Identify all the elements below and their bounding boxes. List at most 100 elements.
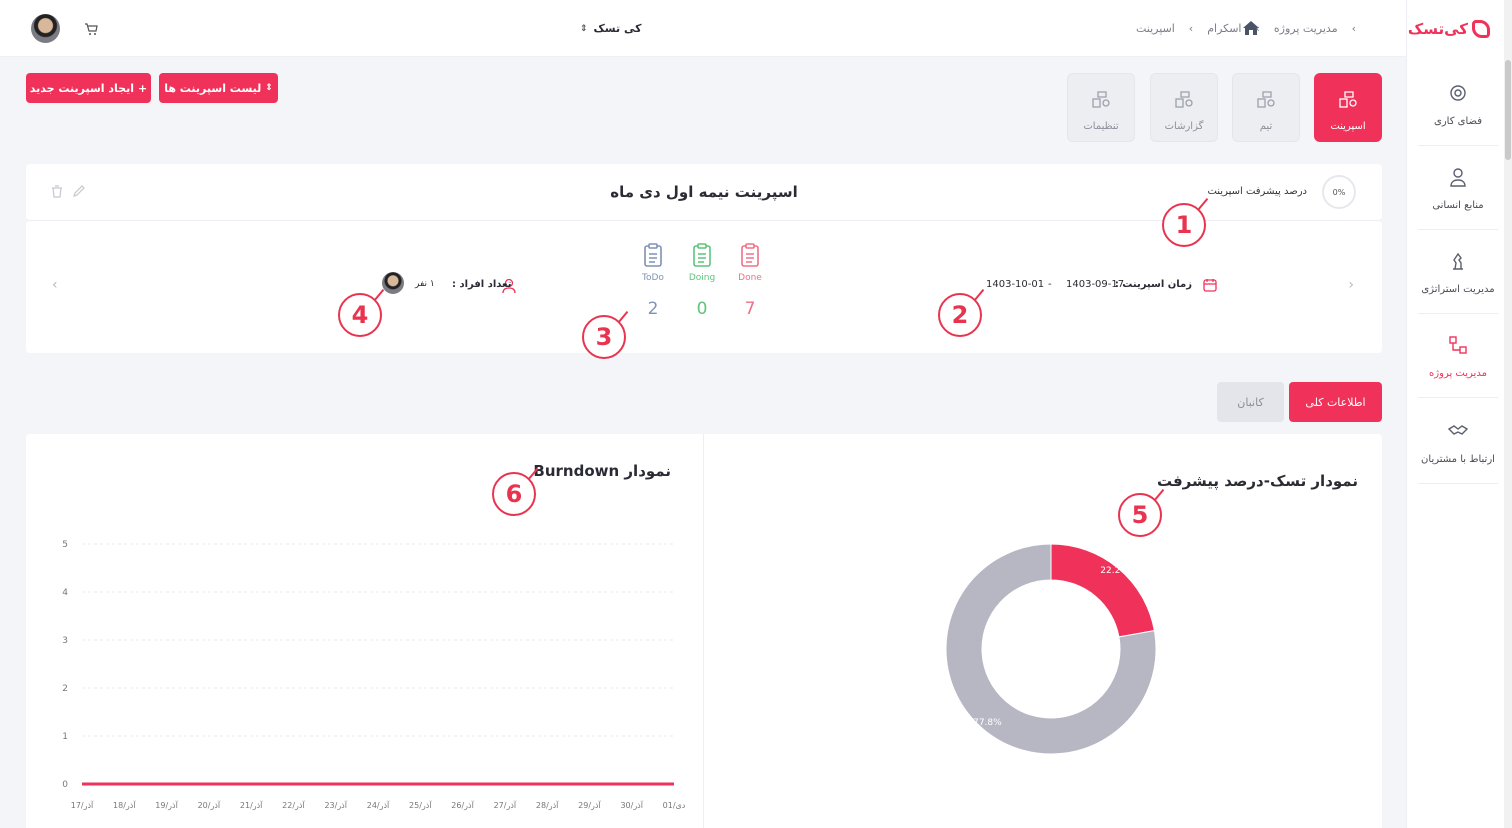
sidebar-item-strategy[interactable]: مدیریت استراتژی xyxy=(1418,250,1498,314)
logo-text: کی‌تسک xyxy=(1407,20,1468,38)
stat-done-value: 7 xyxy=(744,299,756,319)
y-tick-label: 3 xyxy=(62,636,68,646)
members-label: تعداد افراد : xyxy=(452,279,512,290)
x-tick-label: آذر/17 xyxy=(71,800,94,810)
clipboard-icon xyxy=(693,243,711,267)
workspace-select[interactable]: کی تسک ⇕ xyxy=(580,22,642,35)
x-tick-label: آذر/21 xyxy=(240,800,263,810)
charts-divider xyxy=(703,434,704,828)
app-logo[interactable]: کی‌تسک xyxy=(1408,20,1490,38)
clipboard-icon xyxy=(741,243,759,267)
stat-done-label: Done xyxy=(738,273,762,283)
reports-icon xyxy=(1175,91,1193,108)
stat-todo: ToDo 2 xyxy=(633,243,673,319)
x-tick-label: آذر/29 xyxy=(578,800,601,810)
charts-panel: نمودار تسک-درصد پیشرفت نمودار Burndown 2… xyxy=(26,434,1382,828)
y-tick-label: 1 xyxy=(62,732,68,742)
edit-icon[interactable] xyxy=(72,184,86,198)
tile-team[interactable]: تیم xyxy=(1232,73,1300,142)
top-bar: کی تسک ⇕ › مدیریت پروژه › اسکرام › اسپری… xyxy=(0,0,1406,57)
annotation-marker-4: 4 xyxy=(338,293,382,337)
sprint-progress-label: درصد پیشرفت اسپرینت xyxy=(1207,186,1307,197)
new-sprint-label: ایجاد اسپرینت جدید xyxy=(29,81,134,95)
x-tick-label: آذر/23 xyxy=(324,800,347,810)
chevron-left-icon: › xyxy=(1351,22,1356,35)
cart-icon[interactable] xyxy=(84,22,98,36)
sprint-list-button[interactable]: ⇕ لیست اسپرینت ها xyxy=(159,73,278,103)
project-icon xyxy=(1449,336,1467,354)
sprint-progress-value: 0% xyxy=(1332,187,1346,197)
scrollbar[interactable] xyxy=(1504,0,1512,828)
new-sprint-button[interactable]: + ایجاد اسپرینت جدید xyxy=(26,73,151,103)
settings-icon xyxy=(1092,91,1110,108)
chevron-right-icon[interactable]: › xyxy=(1348,277,1354,293)
chevron-left-icon: › xyxy=(1188,22,1194,35)
annotation-marker-1: 1 xyxy=(1162,203,1206,247)
user-icon xyxy=(1450,168,1466,187)
x-tick-label: آذر/24 xyxy=(367,800,390,810)
tab-general-info[interactable]: اطلاعات کلی xyxy=(1289,382,1382,422)
members-count: ۱ نفر xyxy=(415,279,435,289)
x-tick-label: آذر/18 xyxy=(113,800,136,810)
pie-chart: 22.2% 77.8% xyxy=(945,543,1157,755)
annotation-marker-3: 3 xyxy=(582,315,626,359)
burndown-chart: 0 1 2 3 4 5 آذر/17 آذر/18 آذر/19 آذر/20 آذر/21 آذر/… xyxy=(62,540,686,810)
pie-slice-label: 77.8% xyxy=(973,718,1002,728)
stat-todo-label: ToDo xyxy=(642,273,664,283)
x-tick-label: آذر/26 xyxy=(451,800,474,810)
stat-todo-value: 2 xyxy=(647,299,659,319)
tile-sprint[interactable]: اسپرینت xyxy=(1314,73,1382,142)
stat-doing-value: 0 xyxy=(696,299,708,319)
logo-mark-icon xyxy=(1472,20,1490,38)
home-icon[interactable] xyxy=(1242,20,1260,36)
breadcrumb-item-scrum[interactable]: اسکرام xyxy=(1207,22,1242,35)
sidebar-item-crm[interactable]: ارتباط با مشتریان xyxy=(1418,420,1498,484)
sidebar: کی‌تسک فضای کاری منابع انسانی مدیریت است… xyxy=(1406,0,1512,828)
pie-slice[interactable] xyxy=(1050,543,1155,638)
breadcrumb-item-project[interactable]: مدیریت پروژه xyxy=(1273,22,1338,35)
sprint-list-label: لیست اسپرینت ها xyxy=(164,81,262,95)
sprint-time-label: زمان اسپرینت : xyxy=(1114,279,1192,290)
sidebar-item-hr[interactable]: منابع انسانی xyxy=(1418,166,1498,230)
x-tick-label: آذر/30 xyxy=(620,800,643,810)
sprint-icon xyxy=(1339,91,1357,108)
x-tick-label: آذر/20 xyxy=(198,800,221,810)
sprint-progress-circle: 0% xyxy=(1322,175,1356,209)
tab-kanban[interactable]: کانبان xyxy=(1217,382,1284,422)
stat-doing: Doing 0 xyxy=(682,243,722,319)
y-tick-label: 2 xyxy=(62,684,68,694)
tile-label: تیم xyxy=(1259,121,1273,132)
burndown-chart-title: نمودار Burndown xyxy=(533,462,671,480)
sprint-title: اسپرینت نیمه اول دی ماه xyxy=(610,183,798,201)
x-tick-label: آذر/19 xyxy=(155,800,178,810)
scrollbar-thumb[interactable] xyxy=(1505,60,1511,160)
chevron-left-icon[interactable]: ‹ xyxy=(52,277,58,293)
sidebar-item-project[interactable]: مدیریت پروژه xyxy=(1418,334,1498,398)
y-tick-label: 5 xyxy=(62,540,68,550)
breadcrumb-item-sprint[interactable]: اسپرینت xyxy=(1135,22,1175,35)
stat-done: Done 7 xyxy=(730,243,770,319)
x-tick-label: آذر/28 xyxy=(536,800,559,810)
x-tick-label: آذر/22 xyxy=(282,800,305,810)
pie-slice[interactable] xyxy=(945,543,1157,755)
tile-label: تنظیمات xyxy=(1083,121,1119,132)
annotation-marker-5: 5 xyxy=(1118,493,1162,537)
member-avatar[interactable] xyxy=(382,272,404,294)
strategy-icon xyxy=(1453,252,1463,270)
pie-slice-label: 22.2% xyxy=(1100,566,1129,576)
sidebar-item-workspace[interactable]: فضای کاری xyxy=(1418,82,1498,146)
sidebar-item-label: مدیریت پروژه xyxy=(1429,368,1487,379)
tile-settings[interactable]: تنظیمات xyxy=(1067,73,1135,142)
sprint-header: 0% درصد پیشرفت اسپرینت اسپرینت نیمه اول … xyxy=(26,164,1382,221)
clipboard-icon xyxy=(644,243,662,267)
tile-reports[interactable]: گزارشات xyxy=(1150,73,1218,142)
sidebar-item-label: مدیریت استراتژی xyxy=(1421,284,1495,295)
tile-label: گزارشات xyxy=(1164,121,1204,132)
user-avatar[interactable] xyxy=(31,14,60,43)
y-tick-label: 4 xyxy=(62,588,68,598)
trash-icon[interactable] xyxy=(50,184,64,198)
tile-label: اسپرینت xyxy=(1330,121,1366,132)
sprint-start-date: 1403-09-17 xyxy=(1066,279,1125,290)
sidebar-item-label: فضای کاری xyxy=(1434,116,1482,127)
pie-chart-title: نمودار تسک-درصد پیشرفت xyxy=(1156,472,1358,490)
